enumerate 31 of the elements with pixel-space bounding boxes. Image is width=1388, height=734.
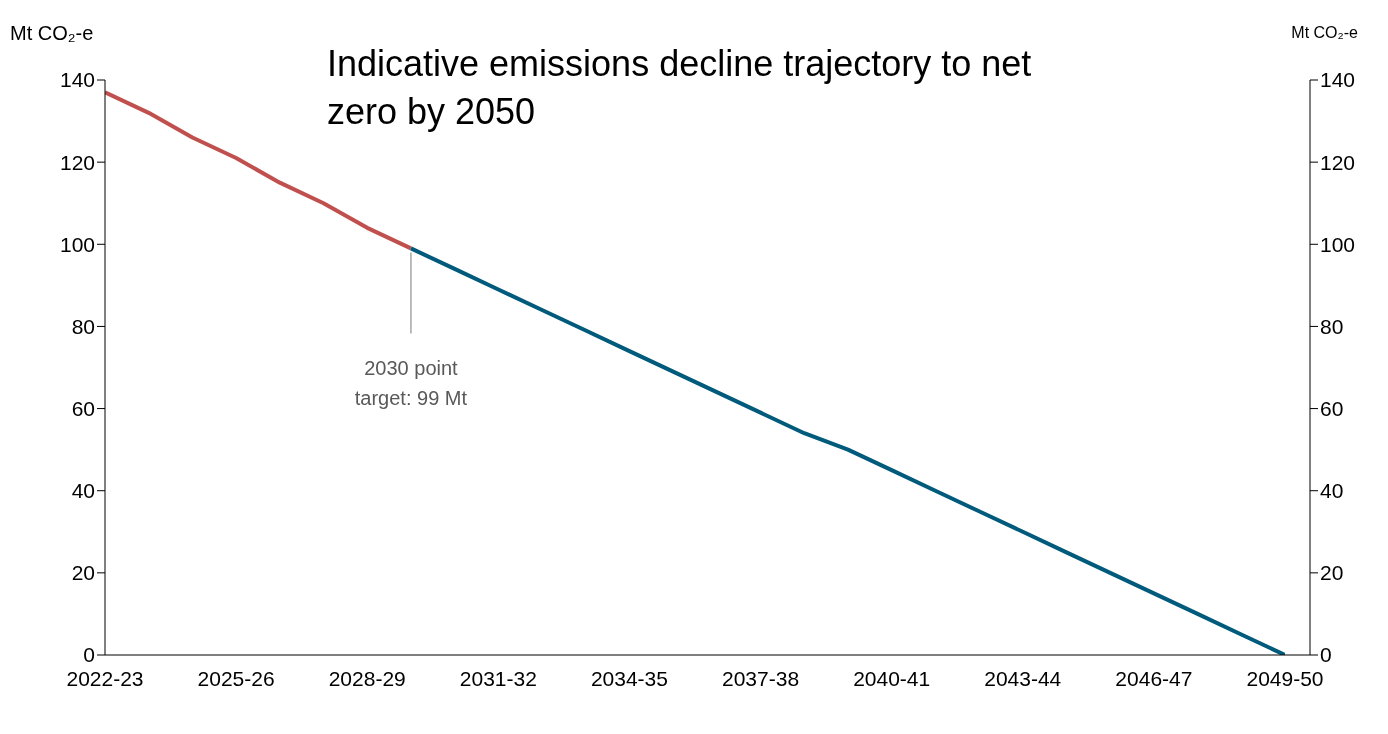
line-series	[408, 246, 1285, 655]
x-tick-label: 2043-44	[984, 666, 1062, 690]
x-tick-label: 2025-26	[197, 666, 275, 690]
y2-tick-label: 20	[1320, 561, 1344, 585]
x-tick-label: 2028-29	[328, 666, 406, 690]
y2-tick-label: 40	[1320, 479, 1344, 503]
x-tick-label: 2046-47	[1115, 666, 1193, 690]
y2-tick-label: 60	[1320, 397, 1344, 421]
y-tick-label: 40	[71, 479, 95, 503]
y2-tick-label: 120	[1320, 150, 1356, 174]
x-tick-label: 2037-38	[722, 666, 800, 690]
y-tick-label: 120	[59, 150, 95, 174]
y-tick-label: 140	[59, 68, 95, 92]
y2-tick-label: 140	[1320, 68, 1356, 92]
y-tick-label: 100	[59, 232, 95, 256]
x-tick-label: 2034-35	[590, 666, 668, 690]
y-tick-label: 20	[71, 561, 95, 585]
y-tick-label: 80	[71, 314, 95, 338]
x-tick-label: 2022-23	[66, 666, 144, 690]
y-axis-title: Mt CO₂-e	[10, 22, 94, 45]
y2-tick-label: 100	[1320, 232, 1356, 256]
y-tick-label: 60	[71, 397, 95, 421]
annotation: 2030 point target: 99 Mt	[354, 357, 468, 410]
x-tick-label: 2040-41	[853, 666, 931, 690]
chart-title: Indicative emissions decline trajectory to net zero by 2050	[327, 42, 1033, 134]
y2-axis-title: Mt CO₂-e	[1291, 24, 1358, 42]
x-tick-label: 2031-32	[459, 666, 537, 690]
y2-tick-label: 0	[1320, 643, 1332, 667]
x-tick-label: 2049-50	[1246, 666, 1324, 690]
y-tick-label: 0	[83, 643, 95, 667]
y2-tick-label: 80	[1320, 314, 1344, 338]
